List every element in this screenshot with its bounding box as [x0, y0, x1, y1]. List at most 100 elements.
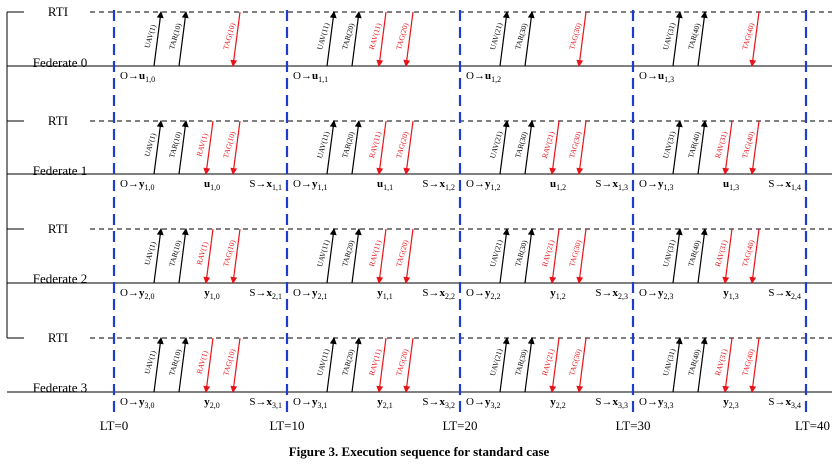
message-label: UAV(11): [315, 238, 331, 267]
message-arrow: [524, 337, 535, 393]
message-arrow: [524, 120, 535, 175]
message-label: TAR(30): [513, 22, 529, 51]
rti-label: RTI: [48, 4, 68, 19]
signal-label: O→y2,2: [466, 287, 500, 301]
message-arrow: [326, 120, 337, 175]
signal-label: u1,2: [550, 178, 566, 192]
logical-time-label: LT=10: [269, 418, 304, 433]
message-label: RAV(1): [195, 132, 210, 158]
message-arrow: [351, 11, 362, 67]
message-label: UAV(11): [315, 21, 331, 50]
message-arrow: [499, 337, 510, 393]
signal-label: O→y1,2: [466, 178, 500, 192]
signal-label: u1,3: [723, 178, 739, 192]
message-arrow: [230, 120, 241, 175]
message-label: RAV(11): [367, 239, 383, 268]
signal-label: O→y3,0: [120, 396, 154, 410]
message-arrow: [524, 11, 535, 67]
signal-label: y2,0: [204, 396, 220, 410]
message-arrow: [576, 337, 587, 393]
message-arrow: [697, 120, 708, 175]
message-label: RAV(21): [540, 238, 556, 267]
message-arrow: [749, 228, 760, 284]
message-label: TAG(10): [221, 347, 237, 376]
signal-label: O→y3,1: [293, 396, 327, 410]
message-arrow: [697, 228, 708, 284]
signal-label: O→u1,2: [466, 70, 501, 84]
message-label: UAV(1): [142, 132, 157, 158]
message-arrow: [672, 228, 683, 284]
message-arrow: [403, 337, 414, 393]
message-arrow: [351, 337, 362, 393]
message-arrow: [722, 337, 733, 393]
signal-label: O→y1,1: [293, 178, 327, 192]
signal-label: y1,2: [550, 287, 566, 301]
signal-label: O→y2,3: [639, 287, 673, 301]
message-label: UAV(21): [488, 21, 504, 51]
message-label: RAV(21): [540, 347, 556, 376]
signal-label: O→y3,3: [639, 396, 673, 410]
message-label: TAR(20): [340, 130, 356, 159]
rti-label: RTI: [48, 221, 68, 236]
federate-label: Federate 3: [33, 380, 88, 395]
message-arrow: [549, 120, 560, 175]
signal-label: S→x2,1: [249, 287, 282, 301]
signal-label: S→x1,1: [249, 178, 282, 192]
signal-label: O→u1,1: [293, 70, 328, 84]
message-arrow: [697, 337, 708, 393]
federate-label: Federate 0: [33, 55, 88, 70]
signal-label: y1,3: [723, 287, 739, 301]
message-arrow: [524, 228, 535, 284]
message-arrow: [153, 120, 164, 175]
message-arrow: [230, 337, 241, 393]
message-arrow: [672, 11, 683, 67]
message-arrow: [203, 120, 214, 175]
message-label: TAR(20): [340, 239, 356, 268]
message-arrow: [230, 11, 241, 67]
signal-label: S→x2,2: [422, 287, 455, 301]
message-label: TAR(20): [340, 348, 356, 377]
signal-label: O→u1,0: [120, 70, 155, 84]
signal-label: y1,1: [377, 287, 393, 301]
signal-label: O→y3,2: [466, 396, 500, 410]
signal-label: O→y2,0: [120, 287, 154, 301]
message-label: RAV(31): [713, 347, 729, 376]
message-label: TAG(30): [567, 238, 583, 267]
message-label: TAG(10): [221, 238, 237, 267]
signal-label: S→x1,4: [768, 178, 801, 192]
message-arrow: [549, 337, 560, 393]
signal-label: u1,1: [377, 178, 393, 192]
signal-label: u1,0: [204, 178, 220, 192]
message-arrow: [178, 120, 189, 175]
message-arrow: [178, 228, 189, 284]
message-arrow: [749, 337, 760, 393]
signal-label: S→x3,3: [595, 396, 628, 410]
message-arrow: [403, 228, 414, 284]
logical-time-label: LT=0: [100, 418, 129, 433]
signal-label: O→y1,0: [120, 178, 154, 192]
federate-label: Federate 2: [33, 271, 88, 286]
message-label: TAG(40): [740, 21, 756, 50]
message-arrow: [376, 228, 387, 284]
signal-label: O→y1,3: [639, 178, 673, 192]
message-label: TAR(40): [686, 22, 702, 51]
message-arrow: [749, 11, 760, 67]
message-arrow: [351, 120, 362, 175]
message-arrow: [351, 228, 362, 284]
signal-label: y2,2: [550, 396, 566, 410]
signal-label: S→x2,4: [768, 287, 801, 301]
logical-time-label: LT=30: [615, 418, 650, 433]
message-arrow: [576, 11, 587, 67]
message-label: UAV(31): [661, 238, 677, 268]
message-label: UAV(11): [315, 130, 331, 159]
message-label: TAR(40): [686, 239, 702, 268]
message-label: RAV(11): [367, 22, 383, 51]
message-label: TAR(30): [513, 239, 529, 268]
message-label: TAG(30): [567, 21, 583, 50]
federate-label: Federate 1: [33, 163, 88, 178]
message-arrow: [499, 228, 510, 284]
message-label: TAG(10): [221, 21, 237, 50]
message-label: UAV(21): [488, 238, 504, 268]
signal-label: S→x3,2: [422, 396, 455, 410]
signal-label: y2,1: [377, 396, 393, 410]
